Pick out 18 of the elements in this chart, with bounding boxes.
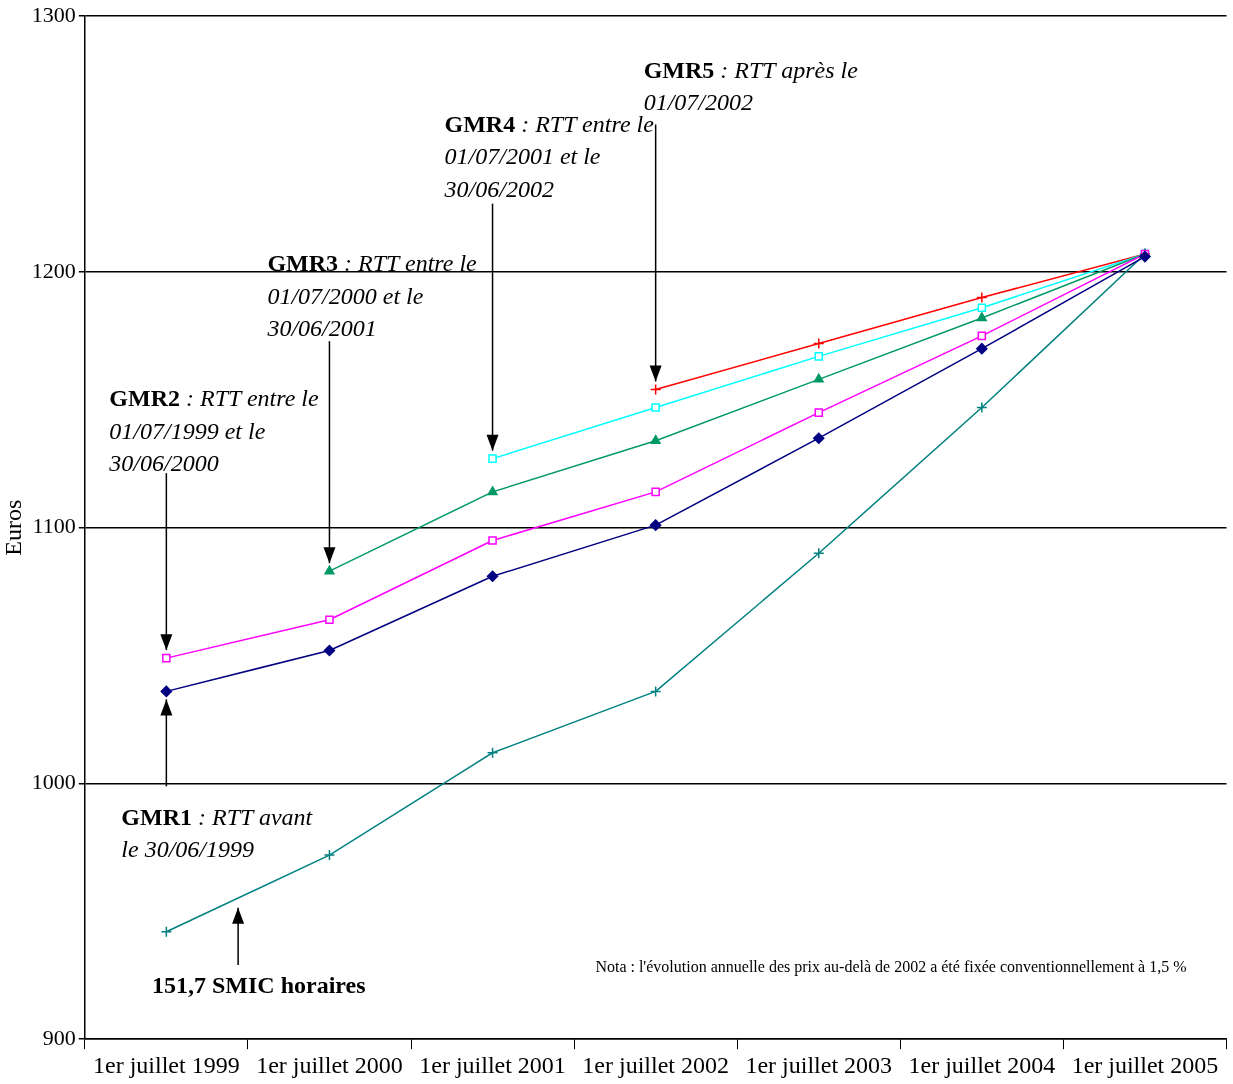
y-tick-label: 1200 [31, 257, 76, 283]
annotation: GMR1 : RTT avant le 30/06/1999 [121, 803, 314, 863]
y-tick-label: 1300 [31, 1, 76, 27]
annotation: GMR3 : RTT entre le 01/07/2000 et le 30/06/2001 [266, 250, 478, 342]
y-axis-title: Euros [0, 499, 26, 556]
annotation: Nota : l'évolution annuelle des prix au-delà de 2002 a été fixée conventionnellement à 1,5 % [595, 958, 1187, 977]
y-tick-label: 900 [42, 1024, 76, 1050]
x-tick-label: 1er juillet 2005 [1071, 1051, 1219, 1078]
x-tick-label: 1er juillet 2001 [419, 1051, 566, 1078]
y-tick-label: 1100 [32, 513, 76, 539]
annotation: 151,7 SMIC horaires [152, 972, 366, 999]
x-tick-label: 1er juillet 2000 [256, 1051, 403, 1078]
x-tick-label: 1er juillet 2004 [908, 1051, 1056, 1078]
x-tick-label: 1er juillet 1999 [93, 1051, 240, 1078]
annotation: GMR2 : RTT entre le 01/07/1999 et le 30/06/2000 [108, 385, 320, 477]
y-tick-label: 1000 [31, 769, 76, 795]
x-tick-label: 1er juillet 2002 [582, 1051, 729, 1078]
x-tick-label: 1er juillet 2003 [745, 1051, 893, 1078]
